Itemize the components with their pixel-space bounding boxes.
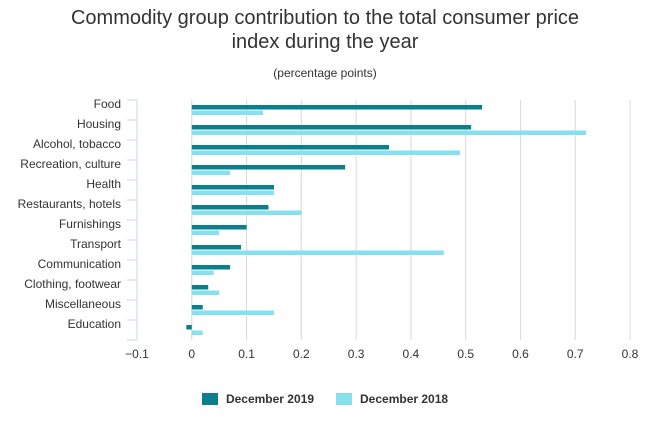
bar-2019-9 (191, 285, 209, 290)
category-label-11: Education (68, 317, 121, 331)
bar-2019-0 (191, 105, 483, 110)
bar-2019-7 (191, 245, 242, 250)
chart-title-line-1: Commodity group contribution to the tota… (70, 7, 580, 29)
bar-2019-5 (191, 205, 269, 210)
bar-2019-8 (191, 265, 231, 270)
bar-2019-4 (191, 185, 274, 190)
bar-2018-9 (191, 290, 220, 295)
bar-2018-0 (191, 110, 263, 115)
bar-2018-6 (191, 230, 220, 235)
bar-2019-10 (191, 305, 203, 310)
bar-2019-2 (191, 145, 389, 150)
legend-swatch-2019 (201, 393, 218, 405)
legend-item-2019[interactable]: December 2019 (201, 392, 314, 406)
bar-chart: Food Housing Alcohol, tobacco Recreation, c… (18, 97, 639, 361)
bar-2018-11 (191, 330, 203, 335)
legend-label-2018: December 2018 (360, 392, 449, 406)
chart-subtitle: (percentage points) (273, 66, 377, 80)
category-label-9: Clothing, footwear (24, 277, 121, 291)
legend-item-2018[interactable]: December 2018 (336, 392, 448, 406)
legend-swatch-2018 (336, 393, 352, 405)
category-label-1: Housing (77, 117, 121, 131)
x-tick-label-7: 0.6 (512, 347, 529, 361)
category-label-2: Alcohol, tobacco (33, 137, 121, 151)
bar-2018-5 (191, 210, 302, 215)
category-label-3: Recreation, culture (20, 157, 121, 171)
category-label-4: Health (86, 177, 121, 191)
bar-2018-4 (191, 190, 274, 195)
bar-2018-3 (191, 170, 231, 175)
x-tick-label-9: 0.8 (622, 347, 639, 361)
bar-2018-2 (191, 150, 461, 155)
x-tick-label-1: 0 (188, 347, 195, 361)
bar-2019-11 (186, 325, 192, 330)
x-tick-label-2: 0.1 (238, 347, 255, 361)
bar-2018-10 (191, 310, 274, 315)
category-label-0: Food (94, 97, 121, 111)
chart-title: Commodity group contribution to the tota… (0, 6, 650, 54)
category-label-5: Restaurants, hotels (18, 197, 121, 211)
bar-2019-6 (191, 225, 247, 230)
x-tick-label-5: 0.4 (403, 347, 420, 361)
x-tick-label-6: 0.5 (457, 347, 474, 361)
x-tick-label-8: 0.7 (567, 347, 584, 361)
legend-label-2019: December 2019 (225, 392, 314, 406)
x-tick-label-4: 0.3 (348, 347, 365, 361)
bar-2018-7 (191, 250, 444, 255)
category-label-8: Communication (38, 257, 121, 271)
bar-2018-8 (191, 270, 214, 275)
category-label-10: Miscellaneous (45, 297, 121, 311)
category-label-7: Transport (70, 237, 122, 251)
x-tick-label-0: −0.1 (125, 347, 149, 361)
bar-2019-1 (191, 125, 472, 130)
category-label-6: Furnishings (59, 217, 121, 231)
bar-2018-1 (191, 130, 587, 135)
bar-2019-3 (191, 165, 346, 170)
legend: December 2019 December 2018 (0, 392, 650, 406)
x-tick-label-3: 0.2 (293, 347, 310, 361)
chart-title-line-2: index during the year (231, 31, 419, 53)
